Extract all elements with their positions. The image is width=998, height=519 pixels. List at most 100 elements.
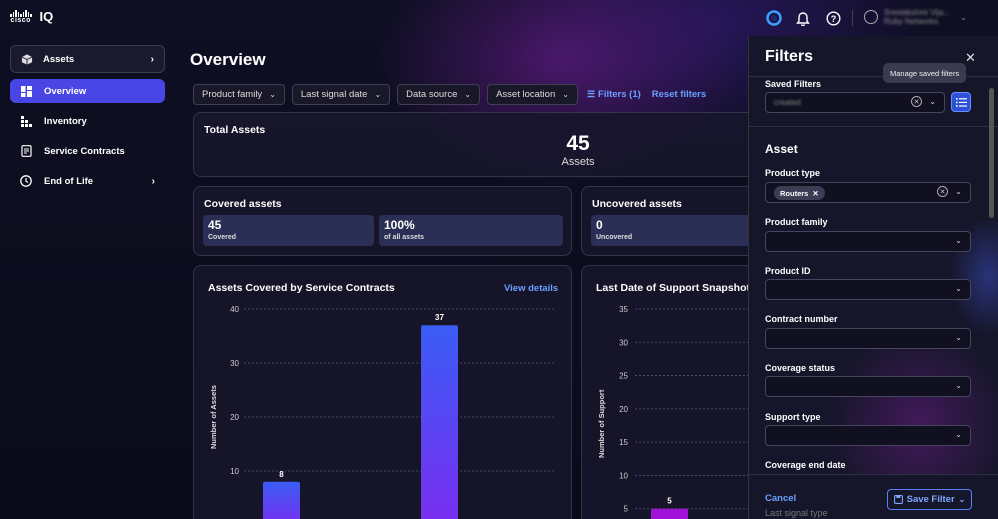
notification-bell-icon[interactable]	[794, 9, 812, 27]
chart-title: Assets Covered by Service Contracts	[208, 282, 395, 294]
cancel-button[interactable]: Cancel	[765, 493, 797, 504]
chevron-right-icon: ›	[150, 53, 154, 65]
cisco-logo: cisco	[10, 9, 32, 24]
contract-number-select[interactable]: ⌄	[765, 328, 971, 349]
y-tick-label: 20	[619, 405, 628, 414]
sidebar-item-service-contracts[interactable]: Service Contracts	[10, 139, 165, 163]
data-label: 5	[667, 497, 672, 506]
chevron-down-icon: ⌄	[374, 90, 382, 99]
covered-percent-value: 100%	[384, 218, 415, 232]
saved-filter-value: created	[774, 98, 801, 107]
total-assets-label: Assets	[561, 156, 595, 168]
uncovered-assets-title: Uncovered assets	[592, 198, 682, 210]
support-type-select[interactable]: ⌄	[765, 425, 971, 446]
y-tick-label: 25	[619, 372, 628, 381]
assistant-icon[interactable]	[765, 9, 783, 27]
contract-number-label: Contract number	[765, 314, 838, 324]
saved-filters-select[interactable]: created ✕ ⌄	[765, 92, 945, 113]
sidebar-item-overview[interactable]: Overview	[10, 79, 165, 103]
sidebar-assets-label: Assets	[43, 53, 75, 65]
covered-percent-label: of all assets	[384, 234, 425, 241]
y-tick-label: 15	[619, 438, 628, 447]
bar	[421, 325, 458, 519]
total-assets-title: Total Assets	[204, 124, 266, 136]
routers-tag[interactable]: Routers ✕	[774, 186, 825, 200]
help-icon[interactable]: ?	[824, 9, 842, 27]
top-bar: cisco IQ ? Sreelakshmi Vija... Ruby Netw…	[0, 0, 998, 36]
uncovered-stat-label: Uncovered	[596, 234, 633, 241]
sidebar-assets-header[interactable]: Assets ›	[10, 45, 165, 73]
uncovered-stat: 0 Uncovered	[591, 215, 761, 246]
y-tick-label: 5	[624, 505, 629, 514]
sidebar-item-label: Inventory	[44, 115, 87, 127]
support-type-label: Support type	[765, 412, 821, 422]
user-name: Sreelakshmi Vija...	[884, 8, 951, 17]
panel-scrollbar[interactable]	[989, 88, 994, 218]
chart-title: Last Date of Support Snapshot	[596, 282, 751, 294]
sidebar-item-inventory[interactable]: Inventory	[10, 109, 165, 133]
list-icon	[955, 97, 967, 107]
coverage-status-label: Coverage status	[765, 363, 836, 373]
view-details-link[interactable]: View details	[504, 283, 559, 294]
filter-chip-data-source[interactable]: Data source ⌄	[397, 84, 481, 105]
reset-filters-link[interactable]: Reset filters	[651, 89, 707, 100]
y-tick-label: 40	[230, 305, 239, 314]
last-signal-type-label: Last signal type	[765, 508, 828, 518]
chevron-down-icon: ⌄	[955, 284, 962, 293]
user-menu[interactable]: Sreelakshmi Vija... Ruby Networks ⌄	[864, 8, 967, 26]
save-icon	[893, 495, 903, 504]
covered-assets-title: Covered assets	[204, 198, 282, 210]
panel-footer: Cancel Save Filter ⌄	[749, 474, 998, 519]
coverage-end-date-label: Coverage end date	[765, 460, 846, 470]
filter-chip-product-family[interactable]: Product family ⌄	[193, 84, 285, 105]
product-family-label: Product family	[765, 217, 828, 227]
close-icon[interactable]: ✕	[965, 50, 976, 65]
inventory-icon	[20, 115, 32, 127]
asset-section-title: Asset	[765, 142, 798, 156]
product-id-select[interactable]: ⌄	[765, 279, 971, 300]
sidebar-item-label: Service Contracts	[44, 145, 125, 157]
y-tick-label: 30	[619, 338, 628, 347]
sidebar-item-end-of-life[interactable]: End of Life ›	[10, 169, 165, 193]
covered-stat: 45 Covered	[203, 215, 374, 246]
clear-icon[interactable]: ✕	[911, 96, 922, 107]
cube-icon	[21, 53, 33, 65]
chevron-down-icon: ⌄	[955, 333, 962, 342]
product-family-select[interactable]: ⌄	[765, 231, 971, 252]
filters-link[interactable]: ☰ Filters (1)	[586, 89, 641, 100]
y-tick-label: 10	[230, 467, 239, 476]
y-tick-label: 30	[230, 359, 239, 368]
remove-tag-icon[interactable]: ✕	[812, 188, 819, 198]
product-type-select[interactable]: Routers ✕ ✕ ⌄	[765, 182, 971, 203]
document-icon	[20, 145, 32, 157]
filter-chip-asset-location[interactable]: Asset location ⌄	[487, 84, 578, 105]
chart-card-support: Last Date of Support Snapshot Number of …	[581, 265, 782, 519]
data-label: 37	[435, 313, 444, 322]
total-assets-value-block: 45 Assets	[546, 132, 610, 168]
y-tick-label: 10	[619, 471, 628, 480]
y-tick-label: 35	[619, 305, 628, 314]
sidebar: Assets › Overview Inventory Service Cont…	[10, 45, 165, 193]
total-assets-card: Total Assets 45 Assets	[193, 112, 773, 177]
sidebar-item-label: End of Life	[44, 175, 94, 187]
product-name: IQ	[39, 9, 54, 24]
cisco-iq-logo[interactable]: cisco IQ	[10, 9, 53, 24]
filter-chip-last-signal-date[interactable]: Last signal date ⌄	[291, 84, 391, 105]
chart-card-coverage: Assets Covered by Service Contracts View…	[193, 265, 572, 519]
save-filter-button[interactable]: Save Filter ⌄	[887, 489, 972, 510]
bar	[651, 508, 688, 519]
uncovered-assets-card: Uncovered assets 0 Uncovered	[581, 186, 781, 256]
topbar-separator	[852, 10, 853, 26]
clear-icon[interactable]: ✕	[937, 186, 948, 197]
page-title: Overview	[190, 50, 266, 69]
tooltip: Manage saved filters	[883, 63, 967, 83]
covered-stat-value: 45	[208, 218, 222, 232]
manage-saved-filters-button[interactable]	[951, 92, 971, 112]
chevron-down-icon: ⌄	[955, 430, 962, 439]
dashboard-icon	[20, 85, 32, 97]
y-tick-label: 20	[230, 413, 239, 422]
uncovered-stat-value: 0	[596, 218, 603, 232]
chevron-down-icon: ⌄	[929, 97, 936, 106]
product-id-label: Product ID	[765, 266, 811, 276]
coverage-status-select[interactable]: ⌄	[765, 376, 971, 397]
